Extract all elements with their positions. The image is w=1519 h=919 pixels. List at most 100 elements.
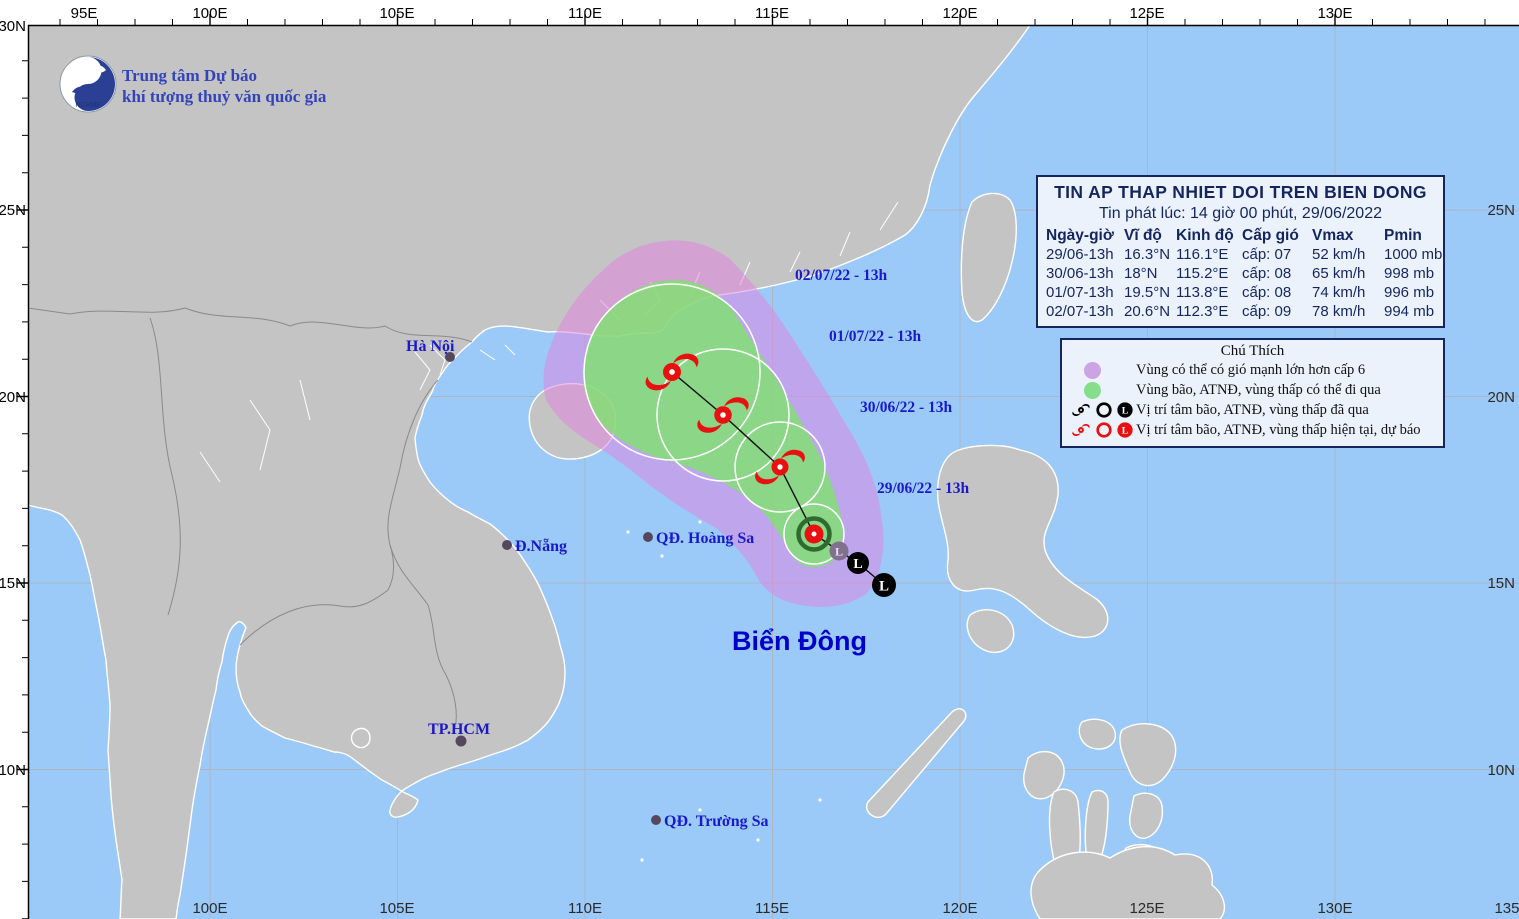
cell-lon: 115.2°E (1176, 265, 1229, 282)
past-position-marker-faded: L (829, 541, 849, 561)
city-label-hoangsa: QĐ. Hoàng Sa (656, 530, 754, 547)
legend-item: L Vị trí tâm bão, ATNĐ, vùng thấp đã qua (1062, 400, 1443, 420)
bulletin-issued-time: Tin phát lúc: 14 giờ 00 phút, 29/06/2022 (1099, 205, 1382, 222)
country-borders (27, 307, 473, 729)
current-position-marker (796, 516, 832, 552)
col-header: Vĩ độ (1124, 227, 1162, 244)
lon-label-bottom: 100E (192, 900, 227, 917)
top-axis-strip (0, 0, 1519, 25)
lat-label-left: 15N (0, 575, 26, 592)
table-row: 02/07-13h 20.6°N 112.3°E cấp: 09 78 km/h… (1038, 302, 1443, 321)
cell-lat: 20.6°N (1124, 303, 1171, 320)
legend-title: Chú Thích (1220, 343, 1285, 359)
track-date-label: 01/07/22 - 13h (829, 328, 922, 345)
lat-label-left: 25N (0, 202, 26, 219)
lon-label-top: 120E (942, 5, 977, 22)
past-position-marker: L (847, 552, 869, 574)
past-marker-glyph: L (879, 579, 889, 595)
phu-quoc-island (350, 727, 371, 749)
cell-lon: 116.1°E (1176, 246, 1229, 263)
legend-item-label: Vị trí tâm bão, ATNĐ, vùng thấp đã qua (1136, 401, 1369, 418)
lon-label-top: 105E (379, 5, 414, 22)
lat-label-right: 20N (1487, 389, 1515, 406)
legend-item: L Vị trí tâm bão, ATNĐ, vùng thấp hiện t… (1062, 420, 1443, 440)
lon-label-bottom: 110E (568, 900, 602, 917)
cell-vmax: 78 km/h (1312, 303, 1366, 320)
track-date-label: 02/07/22 - 13h (795, 267, 888, 284)
legend-item: Vùng có thể có gió mạnh lớn hơn cấp 6 (1062, 360, 1443, 380)
cell-datetime: 02/07-13h (1046, 303, 1114, 320)
bulletin-header-row: Ngày-giờ Vĩ độ Kinh độ Cấp gió Vmax Pmin (1038, 226, 1443, 245)
top-axis-ticks (59, 14, 1486, 25)
city-label-hanoi: Hà Nội (406, 338, 455, 355)
legend-item-label: Vùng bão, ATNĐ, vùng thấp có thể đi qua (1136, 381, 1381, 398)
typhoon-icon-red (1072, 424, 1090, 436)
l-marker-icon-red: L (1117, 422, 1133, 438)
lat-label-left: 20N (0, 389, 26, 406)
legend-item-label: Vùng có thể có gió mạnh lớn hơn cấp 6 (1136, 361, 1366, 378)
city-label-tphcm: TP.HCM (428, 721, 490, 738)
lon-label-bottom: 125E (1129, 900, 1164, 917)
cell-windcat: cấp: 09 (1242, 303, 1292, 320)
org-name-line1: Trung tâm Dự báo (122, 66, 257, 85)
lat-label-left: 10N (0, 762, 26, 779)
cell-lat: 18°N (1124, 265, 1158, 282)
left-axis-ticks (17, 60, 28, 919)
city-label-danang: Đ.Nẵng (515, 538, 567, 555)
panay-island (1023, 751, 1065, 800)
cell-vmax: 52 km/h (1312, 246, 1366, 263)
org-name-line2: khí tượng thuỷ văn quốc gia (122, 87, 327, 106)
forecast-uncertainty-circles (583, 283, 845, 565)
lon-label-bottom: 120E (942, 900, 977, 917)
cell-vmax: 65 km/h (1312, 265, 1366, 282)
past-marker-glyph: L (853, 557, 862, 572)
map-frame-border (27, 24, 1519, 919)
past-marker-glyph: L (835, 545, 843, 559)
lon-label-top: 95E (71, 5, 98, 22)
lon-label-bottom: 135E (1494, 900, 1519, 917)
table-row: 29/06-13h 16.3°N 116.1°E cấp: 07 52 km/h… (1038, 245, 1443, 264)
past-position-marker: L (872, 573, 896, 597)
col-header: Kinh độ (1176, 227, 1234, 244)
purple-zone-icon (1084, 361, 1101, 379)
cell-datetime: 30/06-13h (1046, 265, 1114, 282)
cell-lat: 19.5°N (1124, 284, 1171, 301)
ring-icon-black (1096, 402, 1112, 418)
cell-windcat: cấp: 07 (1242, 246, 1292, 263)
nchmf-logo: NCHMF (59, 55, 117, 113)
lon-label-top: 125E (1129, 5, 1164, 22)
lat-label-left: 30N (0, 18, 26, 35)
lat-label-right: 15N (1487, 575, 1515, 592)
cell-pmin: 996 mb (1384, 284, 1435, 301)
col-header: Pmin (1384, 227, 1422, 244)
taiwan-island (960, 192, 1017, 323)
lon-label-top: 110E (568, 5, 602, 22)
bulletin-title: TIN AP THAP NHIET DOI TREN BIEN DONG (1054, 182, 1427, 202)
cell-lat: 16.3°N (1124, 246, 1171, 263)
cell-vmax: 74 km/h (1312, 284, 1366, 301)
ring-icon-red (1096, 422, 1112, 438)
small-islands (626, 520, 822, 862)
legend-item-label: Vị trí tâm bão, ATNĐ, vùng thấp hiện tại… (1136, 421, 1421, 438)
cell-pmin: 994 mb (1384, 303, 1435, 320)
mindoro-island (966, 609, 1015, 654)
city-dots (445, 352, 661, 825)
green-zone-icon (1084, 381, 1101, 399)
cell-datetime: 01/07-13h (1046, 284, 1114, 301)
col-header: Cấp gió (1242, 227, 1299, 244)
lon-label-top: 115E (755, 5, 789, 22)
cell-pmin: 998 mb (1384, 265, 1435, 282)
typhoon-icon-black (1072, 404, 1090, 416)
lat-label-right: 25N (1487, 202, 1515, 219)
lon-label-bottom: 130E (1317, 900, 1352, 917)
table-row: 30/06-13h 18°N 115.2°E cấp: 08 65 km/h 9… (1038, 264, 1443, 283)
track-date-label: 30/06/22 - 13h (860, 399, 953, 416)
cell-windcat: cấp: 08 (1242, 265, 1292, 282)
storm-path-zone (582, 279, 843, 568)
bulletin-panel: TIN AP THAP NHIET DOI TREN BIEN DONG Tin… (1036, 175, 1445, 328)
legend-item: Vùng bão, ATNĐ, vùng thấp có thể đi qua (1062, 380, 1443, 400)
city-label-truongsa: QĐ. Trường Sa (664, 813, 769, 830)
cell-lon: 113.8°E (1176, 284, 1229, 301)
